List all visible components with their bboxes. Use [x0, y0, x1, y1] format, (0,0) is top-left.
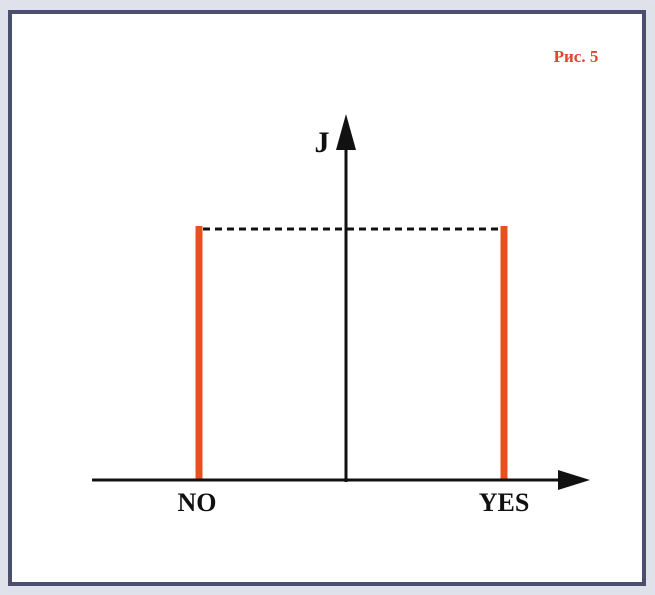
x-axis-arrow — [558, 470, 590, 490]
x-label-yes: YES — [479, 488, 530, 517]
x-label-no: NO — [178, 488, 217, 517]
figure-caption: Рис. 5 — [554, 47, 599, 66]
figure-frame — [8, 10, 646, 586]
y-axis-label: J — [315, 126, 330, 159]
y-axis-arrow — [336, 114, 356, 150]
